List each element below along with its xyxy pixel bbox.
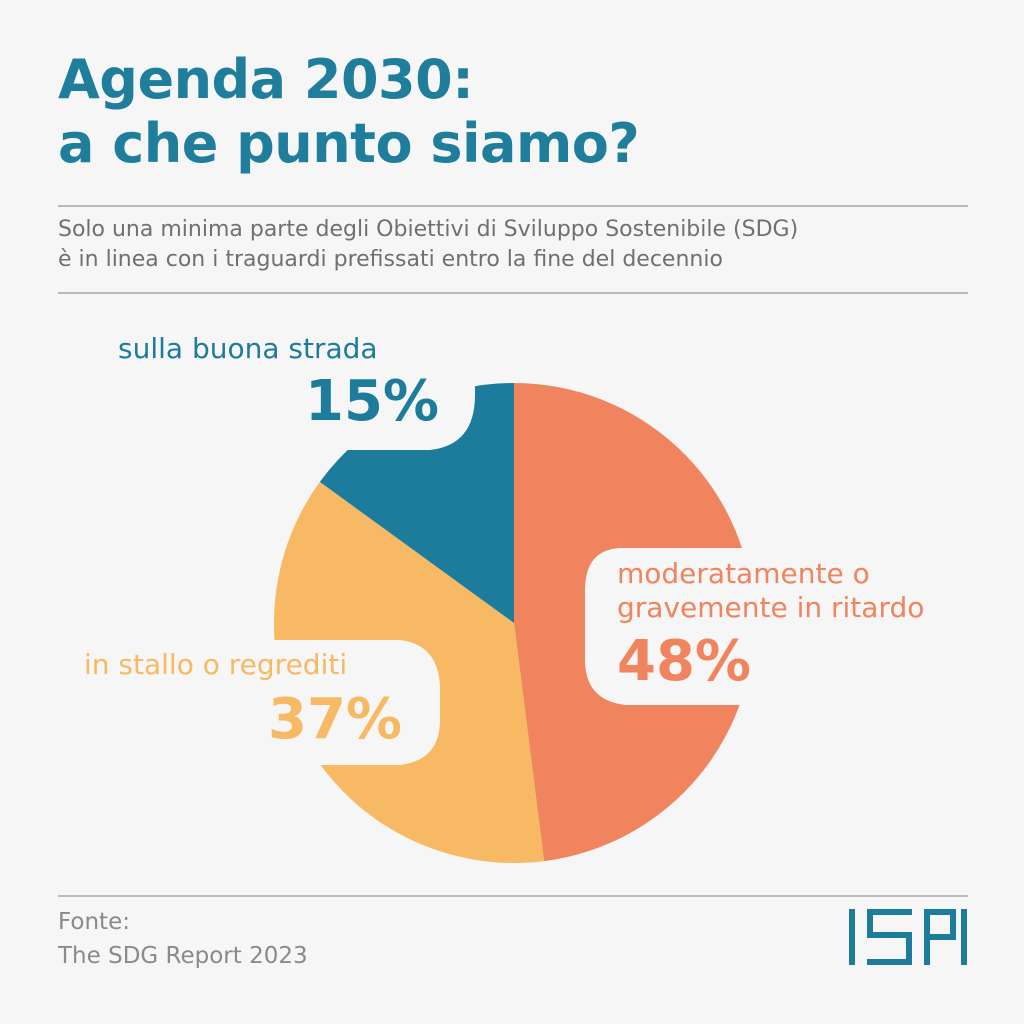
title-line-1: Agenda 2030: <box>58 48 474 111</box>
value-on-track: 15% <box>305 369 440 434</box>
label-on-track: sulla buona strada <box>118 332 378 365</box>
label-cutout-yellow <box>40 640 440 765</box>
title-line-2: a che punto siamo? <box>58 112 640 175</box>
divider-middle <box>58 292 968 294</box>
page-title: Agenda 2030: a che punto siamo? <box>58 48 640 176</box>
divider-top <box>58 205 968 207</box>
label-cutout-blue <box>90 330 475 450</box>
subtitle-line-1: Solo una minima parte degli Obiettivi di… <box>58 217 799 242</box>
value-stalled: 37% <box>268 687 403 752</box>
label-stalled: in stallo o regrediti <box>84 648 348 681</box>
ispi-logo <box>849 909 967 965</box>
divider-bottom <box>58 895 968 897</box>
label-delayed: moderatamente o gravemente in ritardo <box>617 557 924 625</box>
label-delayed-line-2: gravemente in ritardo <box>617 591 925 624</box>
value-delayed: 48% <box>617 629 752 694</box>
label-delayed-line-1: moderatamente o <box>617 557 870 590</box>
label-cutout-orange <box>585 548 990 705</box>
source-label: Fonte: <box>58 909 130 935</box>
source-text: The SDG Report 2023 <box>58 943 308 969</box>
source: Fonte: The SDG Report 2023 <box>58 905 308 973</box>
subtitle-line-2: è in linea con i traguardi prefissati en… <box>58 247 723 272</box>
subtitle: Solo una minima parte degli Obiettivi di… <box>58 215 978 275</box>
